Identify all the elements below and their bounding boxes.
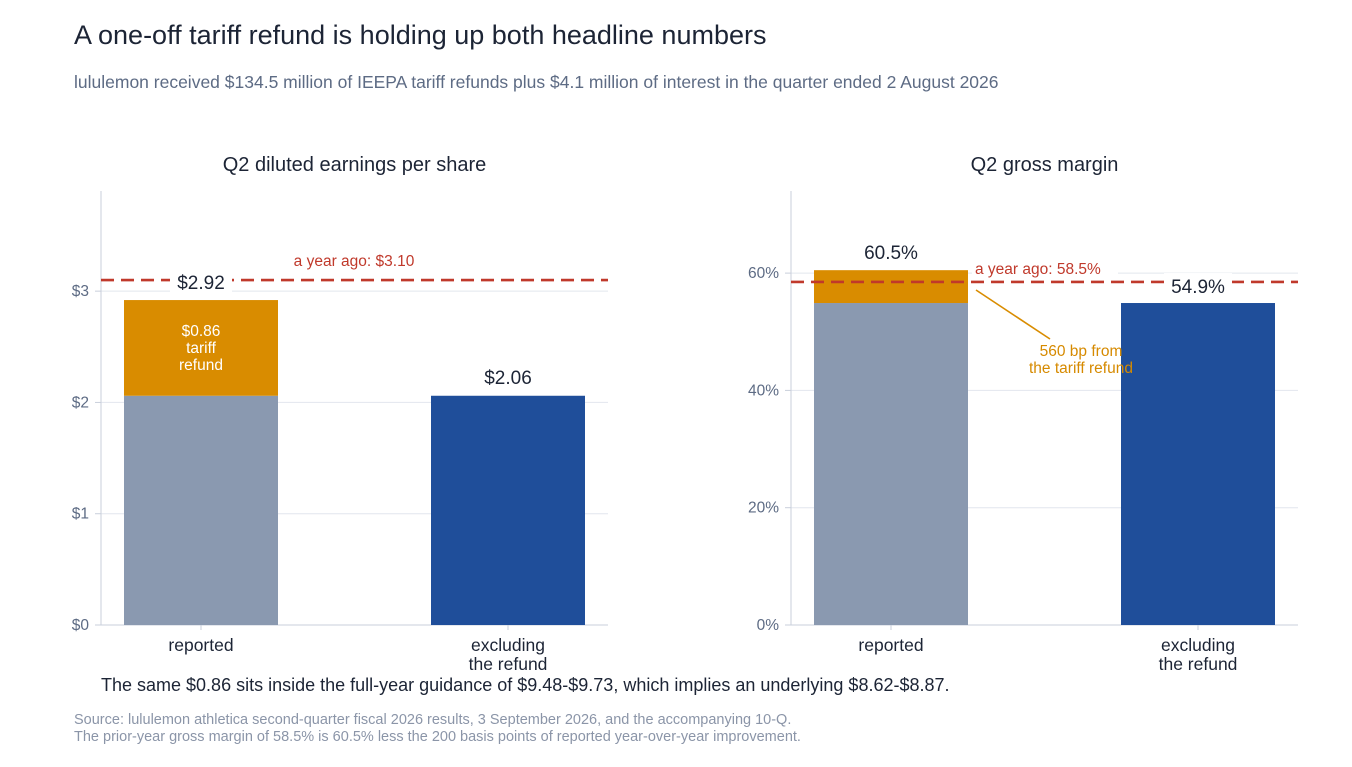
footnote: The same $0.86 sits inside the full-year…: [101, 675, 950, 695]
eps-ytick-label: $0: [72, 617, 90, 634]
margin-callout-label: the tariff refund: [1029, 360, 1133, 377]
margin-category-label: reported: [858, 635, 923, 655]
margin-category-label: excluding: [1161, 635, 1235, 655]
eps-bar-base-reported: [124, 395, 278, 625]
eps-category-label: the refund: [469, 654, 548, 674]
eps-category-label: excluding: [471, 635, 545, 655]
source-line-2: The prior-year gross margin of 58.5% is …: [74, 729, 801, 745]
margin-total-label-excluding: 54.9%: [1171, 277, 1225, 298]
eps-refund-segment-label: $0.86: [182, 323, 221, 340]
eps-refund-segment-label: tariff: [186, 340, 217, 357]
eps-bar-base-excluding: [431, 395, 585, 625]
eps-ytick-label: $2: [72, 394, 89, 411]
eps-bar-refund-segment: [124, 300, 278, 396]
margin-reference-label: a year ago: 58.5%: [975, 261, 1101, 278]
eps-ytick-label: $3: [72, 283, 89, 300]
page-title: A one-off tariff refund is holding up bo…: [74, 20, 767, 50]
eps-category-label: reported: [168, 635, 233, 655]
margin-ytick-label: 0%: [757, 617, 780, 634]
page-subtitle: lululemon received $134.5 million of IEE…: [74, 72, 999, 92]
margin-bar-base-excluding: [1121, 303, 1275, 625]
margin-chart-title: Q2 gross margin: [970, 154, 1119, 176]
margin-total-label-reported: 60.5%: [864, 243, 918, 264]
margin-total-label-background: [1164, 273, 1232, 298]
margin-bar-base-reported: [814, 303, 968, 625]
margin-ytick-label: 20%: [748, 500, 779, 517]
margin-ytick-label: 60%: [748, 265, 779, 282]
eps-total-label-excluding: $2.06: [484, 368, 532, 389]
eps-chart-title: Q2 diluted earnings per share: [222, 154, 487, 176]
margin-reference-label-background: [972, 259, 1118, 278]
margin-callout-label: 560 bp from: [1040, 343, 1123, 360]
eps-total-label-background: [170, 268, 232, 293]
margin-bar-refund-segment: [814, 270, 968, 304]
margin-category-label: the refund: [1159, 654, 1238, 674]
margin-ytick-label: 40%: [748, 382, 779, 399]
margin-callout-leader: [975, 289, 1051, 340]
source-line-1: Source: lululemon athletica second-quart…: [74, 712, 792, 728]
eps-reference-label: a year ago: $3.10: [294, 253, 415, 270]
eps-total-label-reported: $2.92: [177, 273, 225, 294]
eps-refund-segment-label: refund: [179, 357, 223, 374]
eps-ytick-label: $1: [72, 506, 89, 523]
